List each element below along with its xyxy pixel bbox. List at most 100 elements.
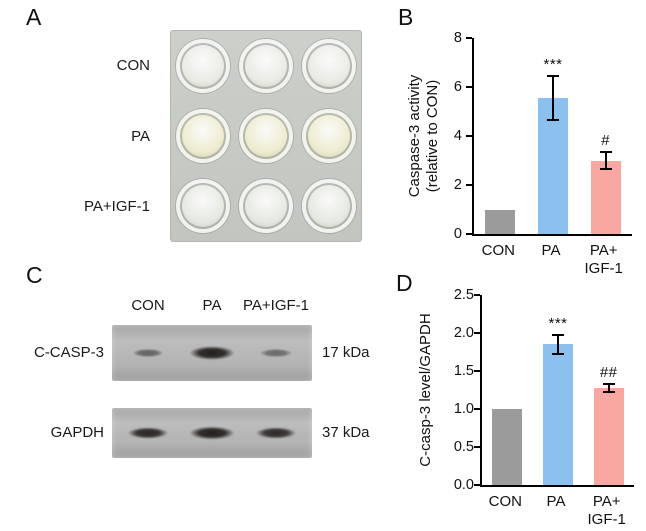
y-axis-ticks: 0 2 4 6 8 bbox=[436, 30, 462, 242]
plate-well bbox=[238, 109, 293, 163]
y-tick-mark bbox=[466, 233, 472, 235]
blot-target-label: GAPDH bbox=[50, 424, 104, 441]
error-bar-cap bbox=[602, 382, 615, 385]
y-tick-label: 2 bbox=[453, 177, 462, 193]
x-category-label: CON bbox=[464, 242, 532, 260]
y-tick-mark bbox=[474, 446, 480, 448]
blot-size-label: 17 kDa bbox=[322, 344, 370, 361]
x-category-label: PA+ IGF-1 bbox=[570, 242, 638, 278]
error-bar-cap bbox=[602, 390, 615, 393]
c-casp3-level-chart: C-casp-3 level/GAPDH 0.0 0.5 1.0 1.5 2.0 2.5 … bbox=[404, 283, 646, 531]
x-axis-labels: CON PA PA+ IGF-1 bbox=[472, 238, 630, 277]
plate-well bbox=[302, 39, 357, 93]
c-casp3-blot bbox=[112, 325, 312, 381]
y-tick-label: 8 bbox=[453, 30, 462, 46]
y-tick-label: 1.0 bbox=[453, 401, 474, 417]
y-tick-mark bbox=[474, 370, 480, 372]
protein-band bbox=[122, 425, 174, 441]
y-tick-label: 0.5 bbox=[453, 439, 474, 455]
y-tick-mark bbox=[474, 408, 480, 410]
x-category-label-line: PA+ bbox=[589, 242, 618, 259]
x-category-label: PA bbox=[522, 493, 590, 511]
x-category-label-line: CON bbox=[488, 493, 523, 510]
well-plate bbox=[170, 30, 362, 242]
x-category-label-line: IGF-1 bbox=[584, 260, 623, 277]
significance-annotation: *** bbox=[543, 55, 563, 73]
plot-area: *** # bbox=[466, 37, 632, 236]
y-tick-label: 0 bbox=[453, 226, 462, 242]
x-category-label-line: PA+ bbox=[592, 493, 621, 510]
error-bar-cap bbox=[552, 352, 564, 355]
error-bar-cap bbox=[599, 168, 612, 171]
well-row bbox=[171, 101, 361, 171]
x-axis-labels: CON PA PA+ IGF-1 bbox=[480, 489, 632, 528]
plate-well bbox=[238, 179, 293, 233]
y-axis-title-line: C-casp-3 level/GAPDH bbox=[417, 313, 434, 467]
error-bar bbox=[557, 335, 559, 354]
blot-target-label: C-CASP-3 bbox=[33, 344, 104, 361]
bar-pa- bbox=[593, 387, 624, 485]
bar-con bbox=[485, 209, 516, 234]
plate-well bbox=[302, 179, 357, 233]
plate-well bbox=[175, 179, 230, 233]
x-category-label-line: PA bbox=[541, 242, 561, 259]
panel-c-letter: C bbox=[26, 262, 43, 288]
protein-band bbox=[128, 347, 168, 359]
lane-label: PA+IGF-1 bbox=[243, 297, 309, 314]
well-row bbox=[171, 171, 361, 241]
significance-annotation: # bbox=[601, 131, 611, 149]
x-category-label: CON bbox=[471, 493, 539, 511]
y-axis-ticks: 0.0 0.5 1.0 1.5 2.0 2.5 bbox=[442, 287, 474, 493]
bar-pa bbox=[543, 344, 573, 485]
x-category-label-line: IGF-1 bbox=[587, 511, 626, 528]
protein-band bbox=[183, 344, 241, 362]
y-tick-mark bbox=[474, 484, 480, 486]
y-tick-label: 2.5 bbox=[453, 287, 474, 303]
plate-row-label: PA+IGF-1 bbox=[84, 198, 150, 216]
y-tick-label: 2.0 bbox=[453, 325, 474, 341]
plot-area: *** ## bbox=[474, 294, 634, 487]
gapdh-blot bbox=[112, 408, 312, 458]
error-bar bbox=[604, 151, 607, 170]
panel-d-letter: D bbox=[396, 270, 413, 296]
blot-lane-labels: CON PA PA+IGF-1 bbox=[112, 297, 312, 317]
plate-row-label: CON bbox=[116, 56, 150, 74]
bar-con bbox=[492, 409, 523, 485]
bar-pa- bbox=[590, 160, 621, 234]
y-tick-label: 6 bbox=[453, 79, 462, 95]
protein-band bbox=[255, 347, 297, 359]
plate-row-label: PA bbox=[131, 127, 150, 145]
protein-band bbox=[250, 425, 302, 441]
error-bar bbox=[552, 75, 554, 121]
panel-b-letter: B bbox=[398, 4, 414, 30]
lane-label: PA bbox=[202, 297, 222, 314]
y-tick-label: 0.0 bbox=[453, 477, 474, 493]
y-axis-title-line: Caspase-3 activity bbox=[406, 74, 423, 198]
y-tick-mark bbox=[466, 135, 472, 137]
x-category-label: PA+ IGF-1 bbox=[573, 493, 641, 529]
plate-well bbox=[302, 109, 357, 163]
panel-a-letter: A bbox=[26, 4, 42, 30]
y-axis-title: C-casp-3 level/GAPDH bbox=[417, 313, 435, 466]
error-bar bbox=[607, 383, 610, 392]
y-tick-mark bbox=[466, 37, 472, 39]
significance-annotation: ## bbox=[599, 363, 618, 381]
plate-well bbox=[238, 39, 293, 93]
y-tick-mark bbox=[466, 184, 472, 186]
x-category-label-line: CON bbox=[481, 242, 516, 259]
y-tick-label: 4 bbox=[453, 128, 462, 144]
error-bar-cap bbox=[552, 334, 564, 337]
y-tick-mark bbox=[474, 294, 480, 296]
well-row bbox=[171, 31, 361, 101]
significance-annotation: *** bbox=[548, 315, 568, 333]
y-tick-label: 1.5 bbox=[453, 363, 474, 379]
x-category-label-line: PA bbox=[546, 493, 566, 510]
protein-band bbox=[183, 424, 241, 442]
plate-well bbox=[175, 39, 230, 93]
error-bar-cap bbox=[547, 74, 559, 77]
y-tick-mark bbox=[474, 332, 480, 334]
x-category-label: PA bbox=[517, 242, 585, 260]
plate-well bbox=[175, 109, 230, 163]
